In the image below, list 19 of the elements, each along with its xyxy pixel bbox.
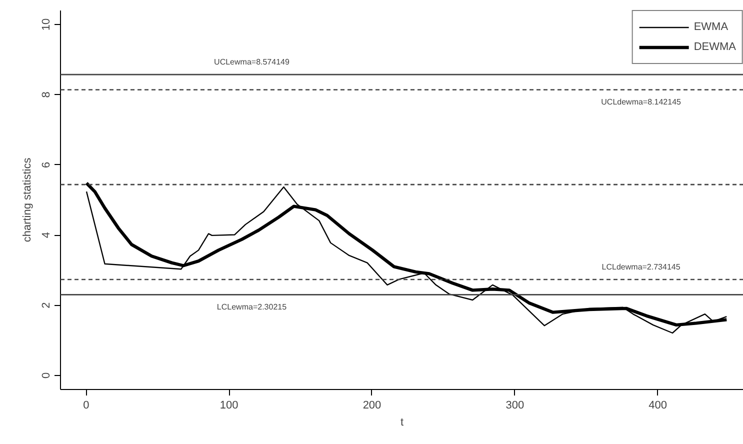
- y-tick-label: 6: [40, 162, 52, 168]
- x-tick-label: 100: [220, 400, 238, 412]
- legend-label: EWMA: [694, 21, 728, 33]
- y-axis-title: charting statistics: [22, 157, 34, 242]
- ref-line-label: UCLewma=8.574149: [214, 58, 290, 67]
- x-tick-label: 0: [83, 400, 90, 412]
- y-tick-label: 4: [40, 232, 52, 238]
- x-tick-label: 400: [648, 400, 667, 412]
- ref-line-label: UCLdewma=8.142145: [601, 98, 682, 107]
- x-tick-label: 300: [506, 400, 524, 412]
- y-tick-label: 0: [40, 372, 52, 379]
- x-tick-label: 200: [362, 400, 382, 412]
- y-tick-label: 8: [40, 92, 52, 98]
- y-tick-label: 2: [40, 302, 52, 308]
- x-axis-title: t: [400, 416, 404, 428]
- legend-label: DEWMA: [694, 41, 736, 53]
- ref-line-label: LCLewma=2.30215: [216, 302, 288, 312]
- y-tick-label: 10: [40, 18, 52, 31]
- ref-line-label: LCLdewma=2.734145: [602, 262, 681, 272]
